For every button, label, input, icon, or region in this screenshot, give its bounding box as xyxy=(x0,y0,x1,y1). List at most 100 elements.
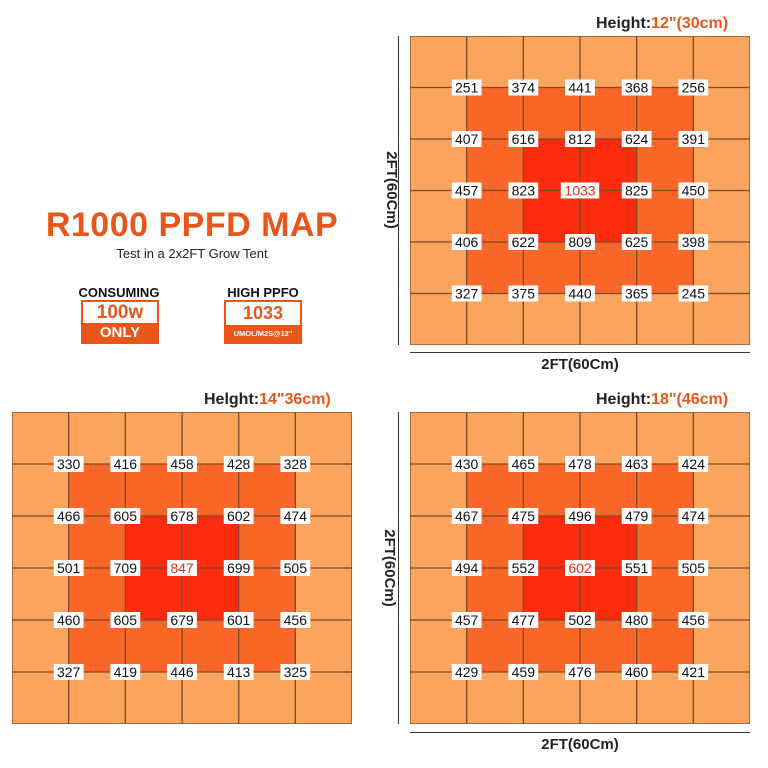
reading-label-bg xyxy=(167,560,197,576)
ppfd-reading: 823 xyxy=(512,183,536,199)
reading-label-bg xyxy=(280,612,311,628)
panel-12-x-dim-line xyxy=(410,352,750,353)
reading-label-bg xyxy=(451,560,482,576)
reading-label-bg xyxy=(621,612,652,628)
ppfd-reading: 496 xyxy=(568,508,592,524)
ppfd-reading: 375 xyxy=(512,286,536,302)
ppfd-reading: 330 xyxy=(57,456,81,472)
panel-12-heatmap: 251 374 441 368 256 407 616 812 624 391 457 823 1033… xyxy=(410,36,750,345)
reading-label-bg xyxy=(451,456,482,472)
reading-label-bg xyxy=(167,664,197,680)
ppfd-reading: 605 xyxy=(114,612,138,628)
reading-label-bg xyxy=(508,508,539,524)
reading-label-bg xyxy=(223,560,254,576)
ppfd-reading: 416 xyxy=(114,456,138,472)
reading-label-bg xyxy=(565,131,595,147)
reading-label-bg xyxy=(678,182,709,199)
reading-label-bg xyxy=(53,664,84,680)
ppfd-reading: 601 xyxy=(227,612,251,628)
ppfd-reading: 406 xyxy=(455,234,479,250)
reading-label-bg xyxy=(678,79,709,96)
reading-label-bg xyxy=(167,612,197,628)
panel-18-height-label: Height:18"(46cm) xyxy=(596,391,728,409)
ppfd-reading: 476 xyxy=(568,664,592,680)
ppfd-reading: 467 xyxy=(455,508,479,524)
ppfd-reading: 812 xyxy=(568,131,592,147)
reading-label-bg xyxy=(678,234,709,250)
reading-label-bg xyxy=(508,131,539,147)
ppfd-reading: 458 xyxy=(170,456,194,472)
ppfd-reading: 419 xyxy=(114,664,138,680)
reading-label-bg xyxy=(621,131,652,147)
reading-label-bg xyxy=(167,456,197,472)
panel-14-height-label: Helght:14"36cm) xyxy=(204,391,331,409)
ppfd-reading: 478 xyxy=(568,456,592,472)
ppfd-reading: 474 xyxy=(682,508,706,524)
ppfd-reading: 365 xyxy=(625,286,649,302)
reading-label-bg xyxy=(223,612,254,628)
ppfd-reading: 440 xyxy=(568,286,592,302)
ppfd-reading: 429 xyxy=(455,664,479,680)
ppfd-reading: 502 xyxy=(568,612,592,628)
panel-12-y-dim-line xyxy=(398,36,399,345)
ppfd-reading: 328 xyxy=(284,456,308,472)
panel-12-height-label: Height:12"(30cm) xyxy=(596,15,728,33)
ppfd-reading: 678 xyxy=(170,508,194,524)
ppfd-reading: 624 xyxy=(625,131,649,147)
reading-label-bg xyxy=(451,182,482,199)
ppfd-reading: 480 xyxy=(625,612,649,628)
panel-12-y-label: 2FT(60Cm) xyxy=(383,151,400,229)
panel-12-height-prefix: Height: xyxy=(596,15,652,32)
reading-label-bg xyxy=(451,131,482,147)
reading-label-bg xyxy=(53,612,84,628)
reading-label-bg xyxy=(678,612,709,628)
reading-label-bg xyxy=(508,560,539,576)
ppfd-reading: 391 xyxy=(682,131,706,147)
reading-label-bg xyxy=(451,612,482,628)
reading-label-bg xyxy=(565,508,595,524)
reading-label-bg xyxy=(678,664,709,680)
consuming-label: CONSUMING xyxy=(78,285,160,300)
reading-label-bg xyxy=(53,456,84,472)
panel-12-x-label: 2FT(60Cm) xyxy=(541,356,619,373)
reading-label-bg xyxy=(508,456,539,472)
ppfd-reading: 474 xyxy=(284,508,308,524)
ppfd-label: HIGH PPFO xyxy=(227,285,299,300)
reading-label-bg xyxy=(280,664,311,680)
ppfd-reading: 625 xyxy=(625,234,649,250)
consuming-badge: 100w ONLY xyxy=(81,300,159,344)
ppfd-badge: 1033 UMOL/M2S@12" xyxy=(224,300,302,344)
reading-label-bg xyxy=(621,508,652,524)
ppfd-reading: 457 xyxy=(455,612,479,628)
reading-label-bg xyxy=(508,285,539,302)
reading-label-bg xyxy=(451,234,482,250)
ppfd-reading: 552 xyxy=(512,560,536,576)
ppfd-value: 1033 xyxy=(242,303,284,323)
panel-18-x-label: 2FT(60Cm) xyxy=(541,736,619,753)
consuming-sub: ONLY xyxy=(83,323,157,342)
ppfd-reading: 602 xyxy=(227,508,251,524)
reading-label-bg xyxy=(53,508,84,524)
ppfd-reading: 477 xyxy=(512,612,536,628)
reading-label-bg xyxy=(565,79,595,96)
reading-label-bg xyxy=(678,285,709,302)
ppfd-reading: 505 xyxy=(682,560,706,576)
ppfd-reading: 327 xyxy=(455,286,479,302)
reading-label-bg xyxy=(223,456,254,472)
ppfd-reading: 479 xyxy=(625,508,649,524)
ppfd-reading: 616 xyxy=(512,131,536,147)
reading-label-bg xyxy=(508,79,539,96)
reading-label-bg xyxy=(280,456,311,472)
reading-label-bg xyxy=(451,79,482,96)
reading-label-bg xyxy=(678,560,709,576)
reading-label-bg xyxy=(621,456,652,472)
reading-label-bg xyxy=(508,612,539,628)
ppfd-reading: 407 xyxy=(455,131,479,147)
ppfd-reading: 551 xyxy=(625,560,649,576)
ppfd-sub: UMOL/M2S@12" xyxy=(226,325,300,342)
reading-label-bg xyxy=(560,182,600,199)
ppfd-reading: 465 xyxy=(512,456,536,472)
ppfd-reading: 421 xyxy=(682,664,706,680)
consuming-value: 100w xyxy=(96,302,144,323)
reading-label-bg xyxy=(53,560,84,576)
